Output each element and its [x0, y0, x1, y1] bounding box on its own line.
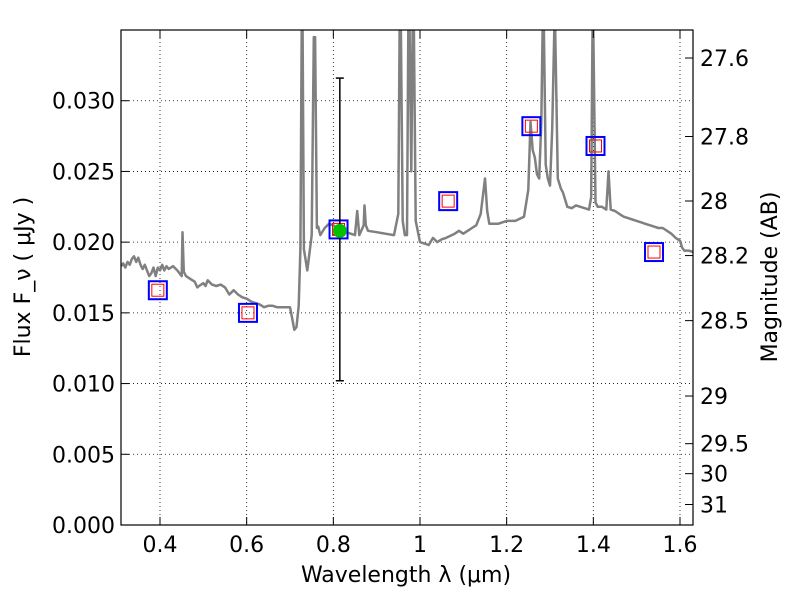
photometry-outer-square-1 — [237, 302, 258, 323]
x-tick-label-3: 1 — [413, 533, 427, 558]
photometry-inner-square-0 — [151, 283, 165, 297]
mag-tick-label-2: 28 — [700, 190, 728, 215]
y-tick-label-0: 0.000 — [52, 514, 115, 539]
x-tick-label-0: 0.4 — [143, 533, 178, 558]
axis-ticks: 0.4 0.6 0.8 1 1.2 1.4 1.6 0.000 0.005 0.010 0.015 0… — [52, 30, 749, 558]
right-axis-label: Magnitude (AB) — [758, 192, 783, 363]
photometry-inner-square-6 — [647, 245, 661, 259]
photometry-outer-square-6 — [644, 242, 664, 263]
photometry-outer-square-3 — [438, 191, 459, 212]
x-axis-label: Wavelength λ (μm) — [301, 563, 511, 588]
photometry-points — [147, 77, 664, 382]
mag-tick-label-7: 30 — [700, 463, 728, 488]
series-line-model-spectrum — [121, 30, 693, 332]
photometry-outer-square-5 — [585, 135, 606, 156]
x-tick-label-1: 0.6 — [229, 533, 264, 558]
mag-tick-label-0: 27.6 — [700, 47, 749, 72]
photometry-inner-square-3 — [441, 194, 455, 208]
y-tick-label-4: 0.020 — [52, 231, 115, 256]
plot-frame — [120, 29, 694, 526]
highlight-point — [332, 223, 347, 238]
y-tick-label-6: 0.030 — [52, 90, 115, 115]
y-tick-label-2: 0.010 — [52, 373, 115, 398]
mag-tick-label-6: 29.5 — [700, 433, 749, 458]
photometry-inner-square-4 — [524, 119, 538, 133]
photometry-outer-square-2 — [328, 219, 349, 240]
x-tick-label-4: 1.2 — [489, 533, 524, 558]
photometry-inner-square-5 — [589, 139, 602, 153]
y-tick-label-5: 0.025 — [52, 160, 115, 185]
x-tick-label-5: 1.4 — [576, 533, 611, 558]
y-axis-label: Flux F_ν ( μJy ) — [11, 197, 36, 357]
photometry-inner-square-1 — [241, 306, 255, 320]
mag-tick-label-4: 28.5 — [700, 310, 749, 335]
mag-tick-label-5: 29 — [700, 385, 728, 410]
x-tick-label-2: 0.8 — [316, 533, 351, 558]
mag-tick-label-8: 31 — [700, 493, 728, 518]
y-tick-label-3: 0.015 — [52, 302, 115, 327]
photometry-outer-square-0 — [147, 280, 168, 301]
series-layer — [121, 30, 693, 332]
x-tick-label-6: 1.6 — [663, 533, 698, 558]
mag-tick-label-3: 28.2 — [700, 245, 749, 270]
y-tick-label-1: 0.005 — [52, 443, 115, 468]
photometry-outer-square-4 — [521, 116, 542, 137]
mag-tick-label-1: 27.8 — [700, 125, 749, 150]
